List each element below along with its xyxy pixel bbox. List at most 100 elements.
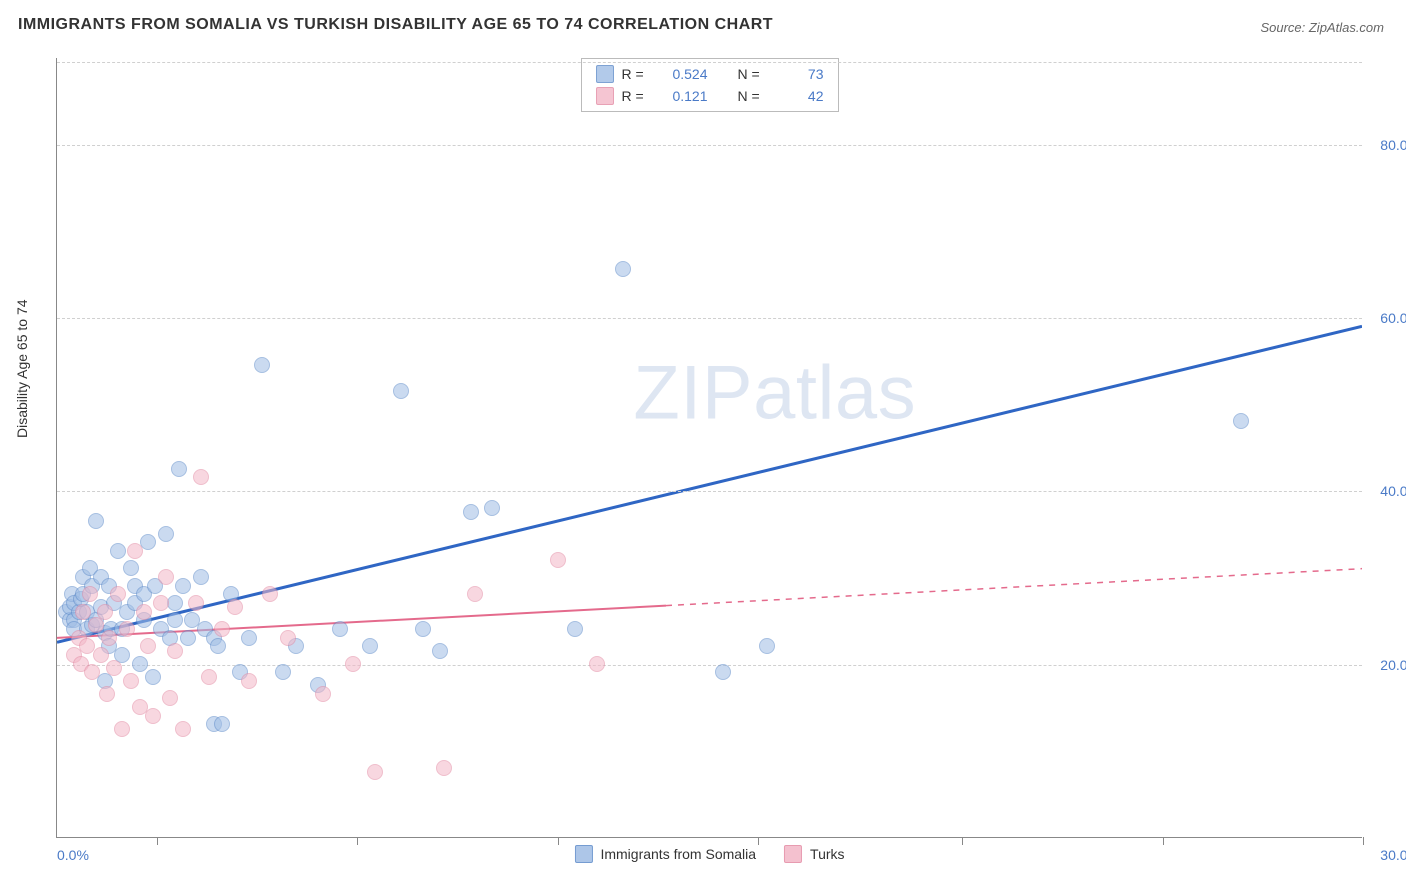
- gridline: [57, 491, 1362, 492]
- scatter-point: [227, 599, 243, 615]
- gridline: [57, 665, 1362, 666]
- scatter-point: [110, 586, 126, 602]
- scatter-point: [262, 586, 278, 602]
- source-credit: Source: ZipAtlas.com: [1260, 20, 1384, 35]
- scatter-point: [484, 500, 500, 516]
- scatter-point: [180, 630, 196, 646]
- gridline: [57, 145, 1362, 146]
- x-tick: [357, 837, 358, 845]
- scatter-point: [93, 647, 109, 663]
- source-name: ZipAtlas.com: [1309, 20, 1384, 35]
- x-tick: [558, 837, 559, 845]
- series-legend: Immigrants from Somalia Turks: [574, 845, 844, 863]
- y-axis-label: Disability Age 65 to 74: [14, 299, 30, 438]
- scatter-point: [436, 760, 452, 776]
- y-tick-label: 80.0%: [1380, 137, 1406, 153]
- scatter-point: [82, 586, 98, 602]
- scatter-point: [101, 630, 117, 646]
- stat-n-value: 73: [776, 66, 824, 82]
- scatter-point: [167, 612, 183, 628]
- x-tick: [157, 837, 158, 845]
- stats-legend-row: R =0.524N =73: [596, 65, 824, 83]
- scatter-point: [393, 383, 409, 399]
- scatter-point: [367, 764, 383, 780]
- scatter-point: [214, 621, 230, 637]
- scatter-point: [254, 357, 270, 373]
- scatter-point: [210, 638, 226, 654]
- scatter-point: [467, 586, 483, 602]
- stat-r-value: 0.524: [660, 66, 708, 82]
- scatter-point: [123, 560, 139, 576]
- legend-swatch: [596, 65, 614, 83]
- scatter-point: [145, 708, 161, 724]
- scatter-point: [106, 660, 122, 676]
- stat-r-label: R =: [622, 66, 652, 82]
- scatter-point: [119, 621, 135, 637]
- y-tick-label: 60.0%: [1380, 310, 1406, 326]
- scatter-point: [127, 543, 143, 559]
- x-tick: [1163, 837, 1164, 845]
- scatter-point: [110, 543, 126, 559]
- scatter-point: [162, 690, 178, 706]
- series-name: Turks: [810, 846, 844, 862]
- y-tick-label: 40.0%: [1380, 483, 1406, 499]
- scatter-point: [567, 621, 583, 637]
- watermark-rest: atlas: [753, 350, 916, 435]
- scatter-point: [140, 638, 156, 654]
- scatter-point: [175, 721, 191, 737]
- trend-line: [57, 326, 1362, 642]
- scatter-point: [1233, 413, 1249, 429]
- scatter-point: [171, 461, 187, 477]
- scatter-point: [201, 669, 217, 685]
- scatter-point: [114, 721, 130, 737]
- scatter-point: [432, 643, 448, 659]
- x-tick: [758, 837, 759, 845]
- y-tick-label: 20.0%: [1380, 657, 1406, 673]
- stat-n-label: N =: [738, 88, 768, 104]
- scatter-point: [241, 630, 257, 646]
- stat-r-label: R =: [622, 88, 652, 104]
- scatter-point: [193, 469, 209, 485]
- scatter-point: [145, 669, 161, 685]
- scatter-point: [97, 604, 113, 620]
- gridline: [57, 318, 1362, 319]
- stat-n-value: 42: [776, 88, 824, 104]
- x-axis-min-label: 0.0%: [57, 847, 89, 863]
- scatter-point: [280, 630, 296, 646]
- scatter-point: [136, 604, 152, 620]
- stats-legend: R =0.524N =73R =0.121N =42: [581, 58, 839, 112]
- scatter-point: [123, 673, 139, 689]
- scatter-point: [332, 621, 348, 637]
- scatter-point: [88, 513, 104, 529]
- scatter-point: [99, 686, 115, 702]
- stat-r-value: 0.121: [660, 88, 708, 104]
- scatter-point: [188, 595, 204, 611]
- legend-swatch: [784, 845, 802, 863]
- series-name: Immigrants from Somalia: [600, 846, 756, 862]
- legend-swatch: [596, 87, 614, 105]
- trend-lines-layer: [57, 58, 1362, 837]
- scatter-point: [132, 656, 148, 672]
- scatter-point: [158, 569, 174, 585]
- legend-swatch: [574, 845, 592, 863]
- scatter-point: [463, 504, 479, 520]
- series-legend-item: Turks: [784, 845, 844, 863]
- series-legend-item: Immigrants from Somalia: [574, 845, 756, 863]
- scatter-point: [759, 638, 775, 654]
- x-tick: [1363, 837, 1364, 845]
- chart-title: IMMIGRANTS FROM SOMALIA VS TURKISH DISAB…: [18, 16, 773, 34]
- scatter-point: [345, 656, 361, 672]
- scatter-point: [75, 604, 91, 620]
- scatter-point: [193, 569, 209, 585]
- scatter-point: [615, 261, 631, 277]
- scatter-point: [241, 673, 257, 689]
- scatter-point: [275, 664, 291, 680]
- scatter-point: [589, 656, 605, 672]
- watermark: ZIPatlas: [633, 349, 916, 436]
- x-axis-max-label: 30.0%: [1380, 847, 1406, 863]
- scatter-point: [550, 552, 566, 568]
- scatter-point: [158, 526, 174, 542]
- scatter-point: [362, 638, 378, 654]
- scatter-point: [315, 686, 331, 702]
- scatter-point: [415, 621, 431, 637]
